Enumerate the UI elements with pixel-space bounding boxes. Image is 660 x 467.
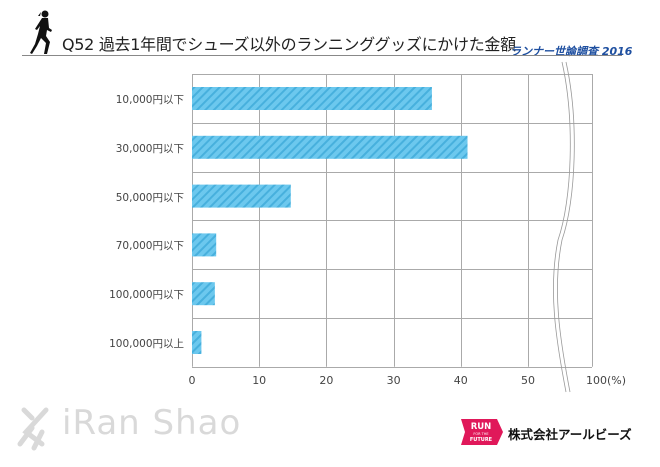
bar — [192, 233, 217, 257]
category-label: 70,000円以下 — [115, 240, 184, 253]
tick-label: 100(%) — [585, 374, 627, 387]
run-for-the-future-logo: RUN FOR THE FUTURE — [461, 419, 503, 445]
watermark-logo-icon — [17, 407, 49, 451]
survey-label: ランナー世論調査 2016 — [510, 45, 633, 58]
bar — [192, 87, 432, 110]
bar — [192, 135, 468, 159]
category-label: 100,000円以下 — [109, 289, 184, 302]
company-name: 株式会社アールビーズ — [508, 427, 632, 442]
svg-text:FUTURE: FUTURE — [470, 437, 493, 443]
bar — [192, 282, 215, 306]
tick-label: 50 — [521, 374, 535, 387]
category-label: 30,000円以下 — [115, 142, 184, 155]
tick-label: 10 — [252, 374, 267, 387]
category-label: 10,000円以下 — [115, 94, 184, 106]
svg-text:RUN: RUN — [471, 422, 492, 432]
bar — [192, 184, 291, 208]
chart-title: Q52 過去1年間でシューズ以外のランニンググッズにかけた金額 — [62, 35, 516, 54]
bar — [192, 331, 202, 354]
chart-grid — [192, 74, 593, 368]
category-label: 100,000円以上 — [109, 338, 184, 350]
watermark-text: iRan Shao — [62, 403, 242, 443]
tick-label: 20 — [319, 374, 334, 387]
tick-label: 30 — [386, 374, 401, 387]
tick-label: 0 — [188, 374, 196, 387]
runner-icon — [30, 10, 52, 54]
category-label: 50,000円以下 — [115, 191, 184, 204]
title-divider — [22, 55, 622, 56]
tick-label: 40 — [453, 374, 468, 387]
svg-text:FOR THE: FOR THE — [473, 432, 488, 436]
axis-break-icon — [553, 61, 575, 393]
bar-series — [192, 87, 468, 354]
